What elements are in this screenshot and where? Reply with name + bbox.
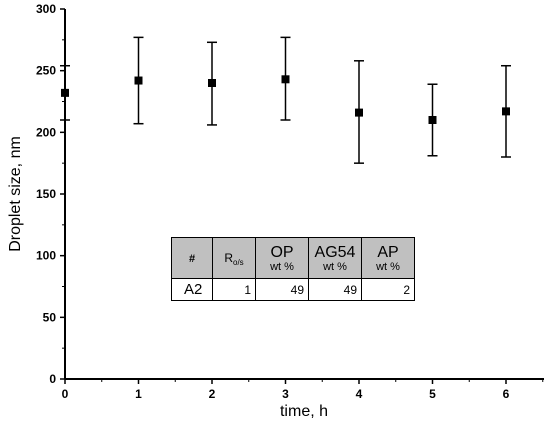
data-point [61, 88, 69, 97]
x-tick-label: 4 [356, 387, 363, 401]
y-tick-label: 150 [36, 187, 56, 201]
error-bars [60, 36, 511, 164]
data-points [61, 75, 510, 124]
data-point [208, 79, 216, 87]
y-ticks: 0 50 100 150 200 250 300 [36, 2, 65, 386]
table-row: A2 1 49 49 2 [171, 278, 415, 301]
cell-ap: 2 [361, 278, 415, 301]
data-point [502, 107, 510, 116]
cell-op: 49 [255, 278, 309, 301]
cell-ratio: 1 [212, 278, 256, 301]
x-tick-label: 2 [209, 387, 216, 401]
cell-ag54: 49 [308, 278, 362, 301]
y-axis-title: Droplet size, nm [7, 136, 24, 252]
data-point [281, 75, 290, 84]
data-point [134, 76, 143, 85]
y-tick-label: 50 [43, 310, 57, 324]
x-axis-title: time, h [280, 403, 328, 420]
x-ticks: 0 1 2 3 4 5 6 [62, 379, 544, 401]
data-point [428, 116, 437, 124]
data-point [355, 108, 363, 117]
x-tick-label: 6 [503, 387, 510, 401]
axes [64, 9, 544, 380]
x-tick-label: 5 [429, 387, 436, 401]
y-tick-label: 200 [36, 125, 56, 139]
cell-sample: A2 [171, 278, 213, 301]
y-tick-label: 300 [36, 2, 56, 16]
header-ag54: AG54 wt % [308, 237, 362, 279]
y-tick-label: 100 [36, 249, 56, 263]
composition-table: # Ro/s OP wt % AG54 wt % AP wt % A2 1 49 49… [171, 237, 415, 301]
y-tick-label: 250 [36, 64, 56, 78]
header-ratio: Ro/s [212, 237, 256, 279]
x-tick-label: 0 [62, 387, 69, 401]
header-op: OP wt % [255, 237, 309, 279]
x-tick-label: 1 [135, 387, 142, 401]
table-header-row: # Ro/s OP wt % AG54 wt % AP wt % [171, 237, 415, 279]
y-tick-label: 0 [49, 372, 56, 386]
header-ap: AP wt % [361, 237, 415, 279]
x-tick-label: 3 [282, 387, 289, 401]
header-id: # [171, 237, 213, 279]
